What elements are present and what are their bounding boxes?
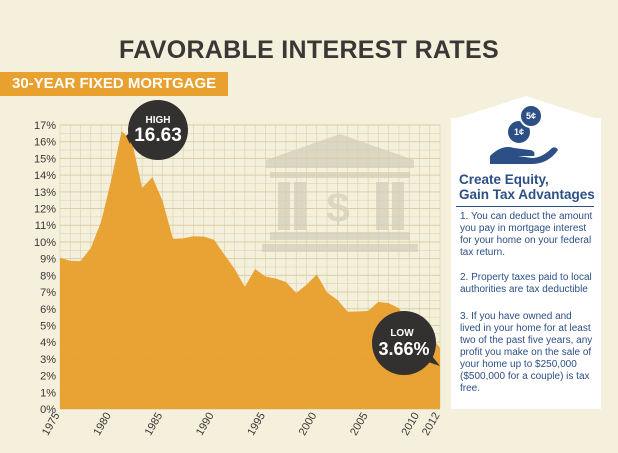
x-tick-label: 2010 [399, 411, 422, 438]
y-tick-label: 14% [34, 170, 56, 182]
y-tick-label: 16% [34, 137, 56, 149]
sidebar-heading: Create Equity, Gain Tax Advantages [459, 172, 599, 202]
low-value: 3.66% [378, 339, 429, 359]
hand-coins-icon [490, 147, 558, 164]
high-callout: HIGH 16.63 [126, 100, 188, 160]
x-tick-label: 1990 [194, 411, 217, 438]
y-tick-label: 7% [40, 287, 56, 299]
y-tick-label: 0% [40, 404, 56, 416]
subtitle-banner: 30-YEAR FIXED MORTGAGE [0, 72, 228, 96]
x-tick-label: 2012 [420, 411, 443, 438]
sidebar-card [451, 118, 601, 409]
y-tick-label: 4% [40, 337, 56, 349]
coin-5-icon: 5¢ [519, 104, 543, 128]
sidebar-divider [456, 206, 594, 207]
y-tick-label: 12% [34, 204, 56, 216]
sidebar-heading-line2: Gain Tax Advantages [459, 187, 595, 202]
bank-icon: $ [262, 134, 418, 252]
x-tick-label: 2000 [297, 411, 320, 438]
sidebar-heading-line1: Create Equity, [459, 172, 549, 187]
y-tick-label: 17% [34, 120, 56, 132]
y-tick-label: 9% [40, 254, 56, 266]
y-tick-label: 3% [40, 354, 56, 366]
x-tick-label: 1980 [91, 411, 114, 438]
x-tick-label: 1995 [245, 411, 268, 438]
y-axis-ticks: 0% 1% 2% 3% 4% 5% 6% 7% 8% 9% 10% 11% 12% 13% 14% 15% 16… [34, 120, 56, 416]
subtitle-text: 30-YEAR FIXED MORTGAGE [12, 75, 217, 92]
y-tick-label: 13% [34, 187, 56, 199]
high-value: 16.63 [134, 125, 182, 146]
sidebar-item-3: 3. If you have owned and lived in your h… [460, 311, 593, 394]
y-tick-label: 1% [40, 387, 56, 399]
page-title: FAVORABLE INTEREST RATES [119, 36, 499, 64]
x-tick-label: 2005 [348, 411, 371, 438]
y-tick-label: 8% [40, 270, 56, 282]
y-tick-label: 11% [35, 220, 56, 232]
low-callout: LOW 3.66% [372, 311, 440, 375]
x-tick-label: 1985 [143, 411, 166, 438]
rate-area-series [60, 131, 440, 409]
y-tick-label: 5% [40, 320, 56, 332]
sidebar-item-2: 2. Property taxes paid to local authorit… [460, 272, 592, 295]
sidebar-item-1: 1. You can deduct the amount you pay in … [460, 211, 593, 258]
low-label: LOW [390, 328, 414, 339]
y-tick-label: 2% [40, 371, 56, 383]
high-label: HIGH [146, 115, 171, 126]
y-tick-label: 6% [40, 304, 56, 316]
svg-text:$: $ [326, 184, 349, 231]
y-tick-label: 15% [34, 153, 56, 165]
y-tick-label: 10% [34, 237, 56, 249]
